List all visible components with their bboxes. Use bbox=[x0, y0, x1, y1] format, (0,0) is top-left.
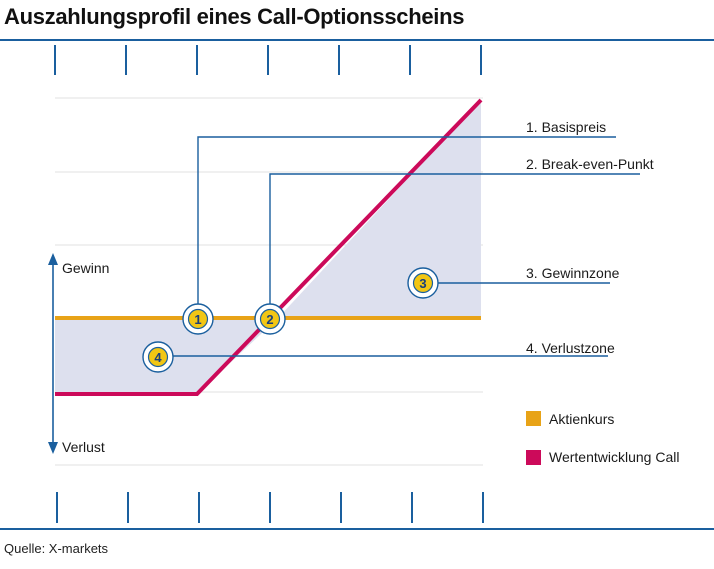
leader-lines bbox=[173, 136, 640, 357]
callout-basispreis: 1. Basispreis bbox=[526, 119, 606, 135]
svg-text:2: 2 bbox=[266, 312, 273, 327]
chart-title: Auszahlungsprofil eines Call-Optionssche… bbox=[4, 4, 465, 29]
legend-label-call: Wertentwicklung Call bbox=[549, 449, 679, 465]
legend: Aktienkurs Wertentwicklung Call bbox=[526, 411, 679, 465]
callout-verlustzone: 4. Verlustzone bbox=[526, 340, 615, 356]
marker-3: 3 bbox=[407, 267, 439, 299]
callout-gewinnzone: 3. Gewinnzone bbox=[526, 265, 620, 281]
marker-4: 4 bbox=[142, 341, 174, 373]
svg-text:4: 4 bbox=[154, 350, 162, 365]
legend-swatch-call bbox=[526, 450, 541, 465]
marker-2: 2 bbox=[254, 303, 286, 335]
arrow-down-icon bbox=[48, 442, 58, 454]
legend-swatch-stock bbox=[526, 411, 541, 426]
source-note: Quelle: X-markets bbox=[4, 541, 109, 556]
loss-label: Verlust bbox=[62, 439, 105, 455]
callout-break-even: 2. Break-even-Punkt bbox=[526, 156, 654, 172]
call-payoff-line bbox=[55, 98, 483, 396]
svg-text:3: 3 bbox=[419, 276, 426, 291]
gain-label: Gewinn bbox=[62, 260, 109, 276]
svg-text:1: 1 bbox=[194, 312, 201, 327]
legend-label-stock: Aktienkurs bbox=[549, 411, 614, 427]
marker-1: 1 bbox=[182, 303, 214, 335]
top-ticks bbox=[54, 45, 482, 75]
arrow-up-icon bbox=[48, 253, 58, 265]
bottom-ticks bbox=[56, 492, 484, 523]
